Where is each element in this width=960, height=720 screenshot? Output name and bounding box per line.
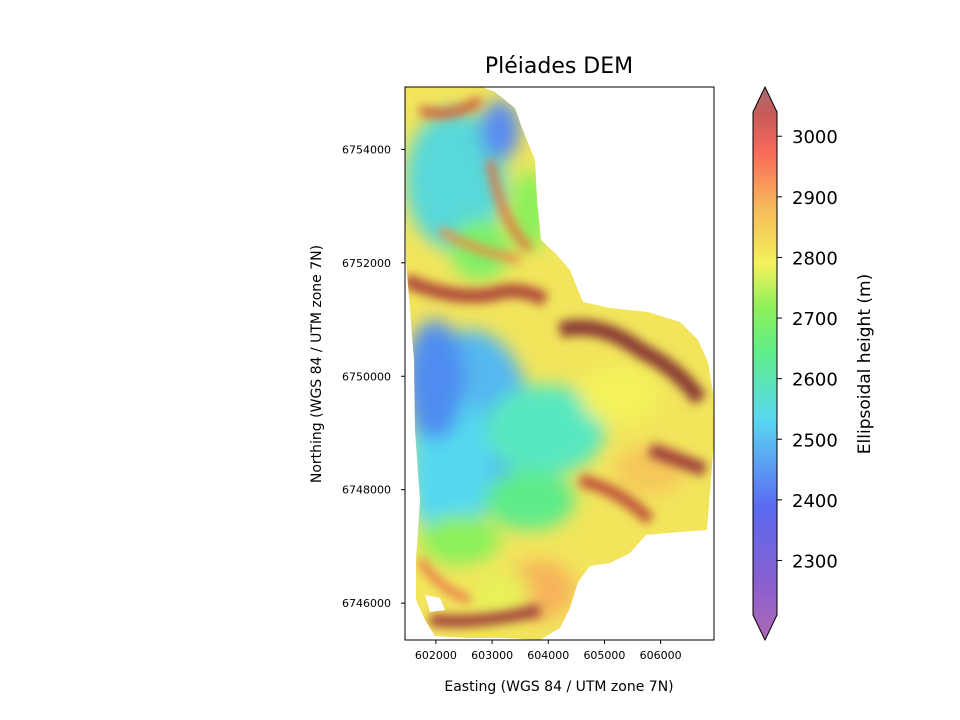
colorbar: 2300 2400 2500 2600 2700 2800 2900 3000 Ellipso… bbox=[752, 85, 875, 642]
colorbar-tick-label: 2400 bbox=[792, 491, 838, 512]
dem-raster bbox=[405, 87, 714, 640]
colorbar-tick-label: 2600 bbox=[792, 370, 838, 391]
x-tick-label: 602000 bbox=[415, 649, 457, 662]
colorbar-tick-label: 3000 bbox=[792, 127, 838, 148]
x-axis-label: Easting (WGS 84 / UTM zone 7N) bbox=[444, 679, 673, 695]
colorbar-tick-label: 2500 bbox=[792, 430, 838, 451]
y-tick-label: 6754000 bbox=[342, 143, 391, 156]
y-tick-label: 6750000 bbox=[342, 370, 391, 383]
chart-title: Pléiades DEM bbox=[485, 54, 633, 79]
y-tick-label: 6752000 bbox=[342, 257, 391, 270]
x-tick-label: 606000 bbox=[640, 649, 682, 662]
colorbar-tick-label: 2700 bbox=[792, 309, 838, 330]
y-tick-label: 6746000 bbox=[342, 597, 391, 610]
x-tick-label: 603000 bbox=[471, 649, 513, 662]
colorbar-tick-label: 2800 bbox=[792, 248, 838, 269]
colorbar-ticks: 2300 2400 2500 2600 2700 2800 2900 3000 bbox=[777, 127, 838, 572]
y-axis-label: Northing (WGS 84 / UTM zone 7N) bbox=[309, 245, 325, 483]
colorbar-body bbox=[752, 85, 778, 642]
colorbar-tick-label: 2300 bbox=[792, 551, 838, 572]
colorbar-label: Ellipsoidal height (m) bbox=[855, 274, 875, 454]
y-tick-label: 6748000 bbox=[342, 484, 391, 497]
x-tick-label: 605000 bbox=[583, 649, 625, 662]
x-tick-label: 604000 bbox=[527, 649, 569, 662]
plot-frame bbox=[404, 86, 715, 641]
y-axis-ticks: 6746000 6748000 6750000 6752000 6754000 bbox=[342, 143, 405, 610]
colorbar-tick-label: 2900 bbox=[792, 188, 838, 209]
x-axis-ticks: 602000 603000 604000 605000 606000 bbox=[415, 640, 682, 662]
